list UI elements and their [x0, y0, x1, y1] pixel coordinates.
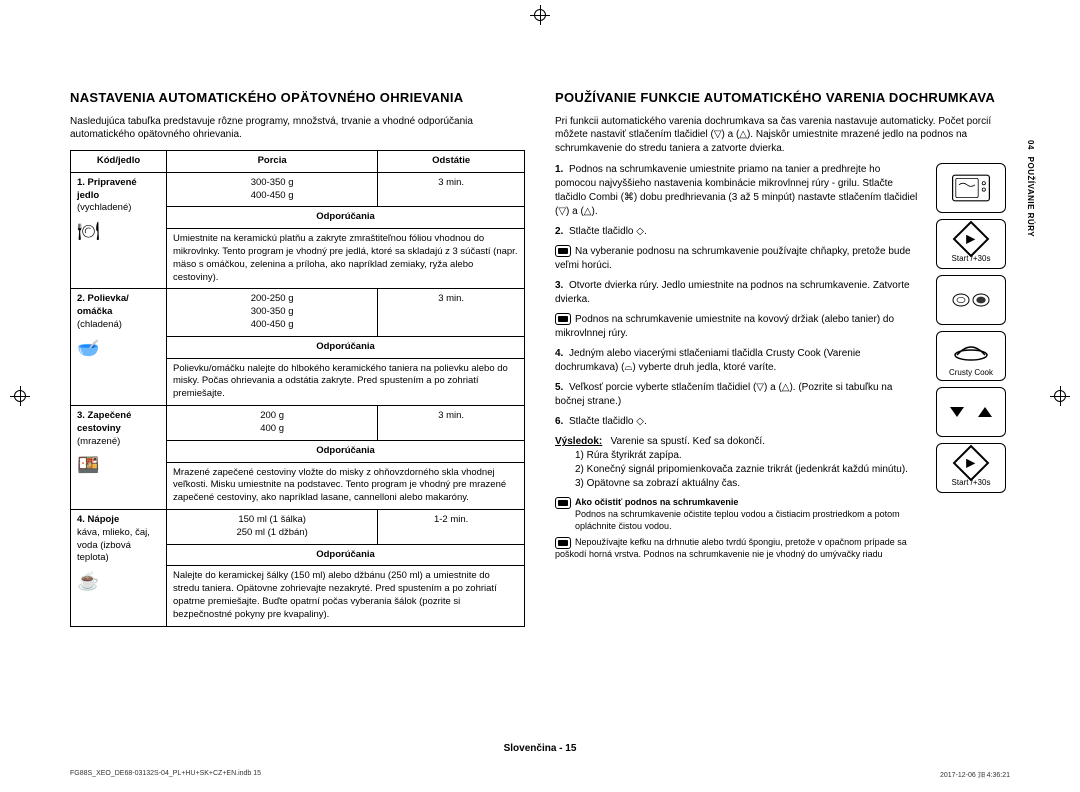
step-6: 6.Stlačte tlačidlo ◇. [555, 415, 922, 429]
table-portion-cell: 200 g400 g [167, 406, 378, 441]
table-rec-cell: Polievku/omáčku nalejte do hlbokého kera… [167, 358, 525, 405]
table-code-cell: 4. Nápojekáva, mlieko, čaj, voda (izbová… [71, 509, 167, 626]
note-icon [555, 537, 571, 549]
note-3: Podnos na schrumkavenie umiestnite na ko… [555, 313, 922, 341]
start-button-1[interactable]: ▶ Start /+30s [936, 219, 1006, 269]
clean-section: Ako očistiť podnos na schrumkavenie Podn… [555, 497, 922, 560]
table-portion-cell: 200-250 g300-350 g400-450 g [167, 289, 378, 336]
down-arrow-icon[interactable] [950, 407, 964, 417]
table-rec-header: Odporúčania [167, 544, 525, 566]
step-2: 2.Stlačte tlačidlo ◇. [555, 225, 922, 239]
table-rec-cell: Mrazené zapečené cestoviny vložte do mis… [167, 462, 525, 509]
table-portion-cell: 300-350 g400-450 g [167, 172, 378, 207]
result: Výsledok: Varenie sa spustí. Keď sa doko… [555, 435, 922, 491]
right-title: POUŽÍVANIE FUNKCIE AUTOMATICKÉHO VARENIA… [555, 90, 1010, 107]
note-icon [555, 245, 571, 257]
plate-icons [936, 275, 1006, 325]
table-stand-cell: 3 min. [378, 406, 525, 441]
table-code-cell: 1. Pripravené jedlo(vychladené)🍽 [71, 172, 167, 289]
table-rec-cell: Umiestnite na keramickú platňu a zakryte… [167, 229, 525, 289]
step-4: 4.Jedným alebo viacerými stlačeniami tla… [555, 347, 922, 375]
table-portion-cell: 150 ml (1 šálka)250 ml (1 džbán) [167, 509, 378, 544]
table-stand-cell: 3 min. [378, 172, 525, 207]
up-arrow-icon[interactable] [978, 407, 992, 417]
left-column: NASTAVENIA AUTOMATICKÉHO OPÄTOVNÉHO OHRI… [70, 90, 525, 627]
left-title: NASTAVENIA AUTOMATICKÉHO OPÄTOVNÉHO OHRI… [70, 90, 525, 107]
steps-list: 1.Podnos na schrumkavenie umiestnite pri… [555, 163, 922, 491]
arrow-buttons[interactable] [936, 387, 1006, 437]
side-tab: 04 POUŽÍVANIE RÚRY [1026, 140, 1035, 237]
table-rec-header: Odporúčania [167, 207, 525, 229]
crusty-cook-button[interactable]: Crusty Cook [936, 331, 1006, 381]
table-code-cell: 2. Polievka/ omáčka(chladená)🥣 [71, 289, 167, 406]
table-rec-header: Odporúčania [167, 336, 525, 358]
note-icon [555, 313, 571, 325]
table-rec-header: Odporúčania [167, 440, 525, 462]
icon-column: ▶ Start /+30s Crusty Cook ▶ Start /+30s [932, 163, 1010, 560]
print-footer: FG88S_XEO_DE68-03132S-04_PL+HU+SK+CZ+EN.… [70, 770, 1010, 780]
right-intro: Pri funkcii automatického varenia dochru… [555, 115, 1010, 156]
table-rec-cell: Nalejte do keramickej šálky (150 ml) ale… [167, 566, 525, 626]
table-stand-cell: 3 min. [378, 289, 525, 336]
th-stand: Odstátie [378, 150, 525, 172]
page-footer: Slovenčina - 15 [0, 743, 1080, 754]
th-portion: Porcia [167, 150, 378, 172]
left-intro: Nasledujúca tabuľka predstavuje rôzne pr… [70, 115, 525, 142]
table-code-cell: 3. Zapečené cestoviny(mrazené)🍱 [71, 406, 167, 510]
step-3: 3.Otvorte dvierka rúry. Jedlo umiestnite… [555, 279, 922, 307]
reheat-table: Kód/jedlo Porcia Odstátie 1. Pripravené … [70, 150, 525, 627]
right-column: POUŽÍVANIE FUNKCIE AUTOMATICKÉHO VARENIA… [555, 90, 1010, 627]
step-5: 5.Veľkosť porcie vyberte stlačením tlači… [555, 381, 922, 409]
side-tab-num: 04 [1026, 140, 1035, 150]
start-button-2[interactable]: ▶ Start /+30s [936, 443, 1006, 493]
table-stand-cell: 1-2 min. [378, 509, 525, 544]
microwave-icon [936, 163, 1006, 213]
step-1: 1.Podnos na schrumkavenie umiestnite pri… [555, 163, 922, 219]
th-code: Kód/jedlo [71, 150, 167, 172]
note-icon [555, 497, 571, 509]
note-2: Na vyberanie podnosu na schrumkavenie po… [555, 245, 922, 273]
clean-text-2: Nepoužívajte kefku na drhnutie alebo tvr… [555, 537, 907, 559]
page-content: NASTAVENIA AUTOMATICKÉHO OPÄTOVNÉHO OHRI… [70, 90, 1010, 627]
foot-right: 2017-12-06 ㏾ 4:36:21 [940, 770, 1010, 780]
side-tab-text: POUŽÍVANIE RÚRY [1026, 157, 1035, 237]
clean-text-1: Podnos na schrumkavenie očistite teplou … [575, 509, 922, 532]
foot-left: FG88S_XEO_DE68-03132S-04_PL+HU+SK+CZ+EN.… [70, 770, 261, 780]
